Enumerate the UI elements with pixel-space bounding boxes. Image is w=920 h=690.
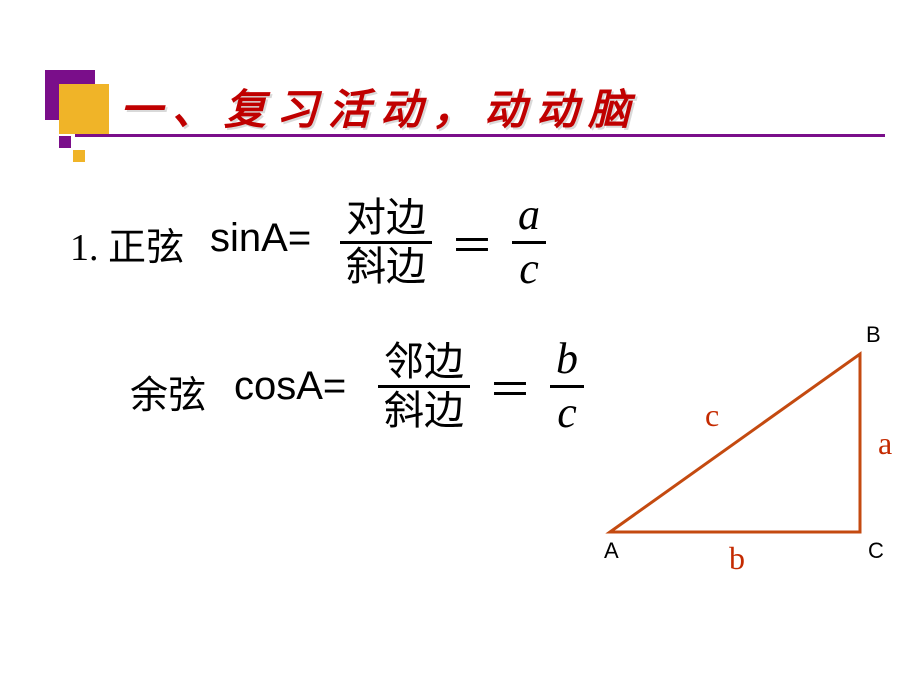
fraction-denominator: c (513, 244, 545, 295)
vertex-label-a: A (604, 538, 619, 564)
cosine-label: 余弦 (130, 364, 206, 419)
slide: 一、复习活动，动动脑 1. 正弦 sinA= 对边 斜边 ＝ a c 余弦 co… (0, 0, 920, 690)
fraction-numerator: b (550, 334, 584, 385)
vertex-label-c: C (868, 538, 884, 564)
vertex-label-b: B (866, 322, 881, 348)
sine-label: 1. 正弦 (70, 216, 184, 271)
cosine-fraction-symbols: b c (550, 334, 584, 438)
title-underline (75, 134, 885, 137)
sine-fraction-words: 对边 斜边 (340, 195, 432, 290)
sine-name: 正弦 (108, 227, 184, 269)
side-label-b: b (729, 540, 745, 577)
bullet-mini-gold (73, 150, 85, 162)
fraction-denominator: 斜边 (378, 388, 470, 434)
sine-fraction-symbols: a c (512, 190, 546, 294)
fraction-numerator: 邻边 (378, 339, 470, 385)
triangle-svg (598, 314, 898, 574)
equals-sign: ＝ (446, 210, 498, 274)
fraction-numerator: 对边 (340, 195, 432, 241)
bullet-square-gold (59, 84, 109, 134)
side-label-a: a (878, 425, 892, 462)
fraction-denominator: 斜边 (340, 244, 432, 290)
sine-function: sinA= (210, 216, 311, 261)
sine-equation: 对边 斜边 ＝ a c (340, 190, 546, 294)
right-triangle-diagram: A B C c a b (598, 314, 898, 574)
list-index: 1. (70, 227, 99, 269)
cosine-fraction-words: 邻边 斜边 (378, 339, 470, 434)
fraction-numerator: a (512, 190, 546, 241)
side-label-c: c (705, 397, 719, 434)
slide-title: 一、复习活动，动动脑 (120, 76, 640, 137)
bullet-mini-purple (59, 136, 71, 148)
triangle-shape (610, 354, 860, 532)
cosine-equation: 邻边 斜边 ＝ b c (378, 334, 584, 438)
equals-sign: ＝ (484, 354, 536, 418)
cosine-function: cosA= (234, 364, 346, 409)
fraction-denominator: c (551, 388, 583, 439)
